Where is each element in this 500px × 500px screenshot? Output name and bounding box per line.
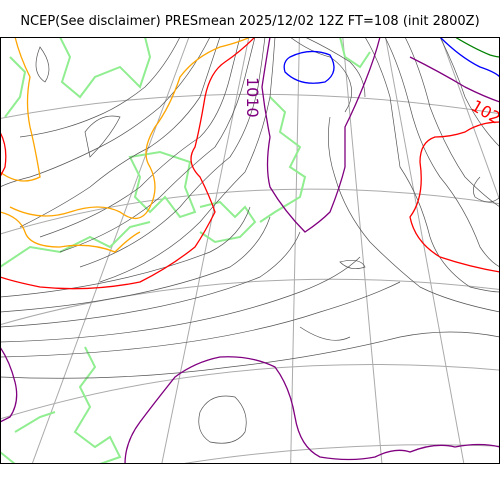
isobar <box>409 56 500 103</box>
longitude-line <box>161 37 250 464</box>
isobar <box>35 46 50 83</box>
coastline <box>73 346 122 464</box>
isobar <box>0 37 211 188</box>
latitude-line <box>0 93 500 120</box>
coastline <box>339 37 371 69</box>
isobar <box>99 37 276 283</box>
isobars-orange <box>0 37 251 253</box>
longitude-line <box>385 37 465 464</box>
longitude-line <box>31 37 190 464</box>
coastline <box>14 411 56 433</box>
isobar <box>339 260 366 269</box>
coastline <box>59 37 152 99</box>
isobar <box>0 346 18 423</box>
isobar <box>404 37 500 208</box>
graticule <box>0 37 500 464</box>
isobar <box>0 211 141 253</box>
longitude-line <box>342 37 383 464</box>
isobar <box>283 50 335 84</box>
isobar <box>9 37 251 219</box>
isobar <box>79 37 266 268</box>
isobar <box>19 37 221 228</box>
isobar <box>454 37 500 58</box>
isobar <box>19 37 181 138</box>
isobar <box>304 37 366 98</box>
isobar <box>0 331 500 379</box>
latitude-line <box>0 364 500 420</box>
isobars-blue <box>283 37 500 84</box>
map-title: NCEP(See disclaimer) PRESmean 2025/12/02… <box>20 14 480 29</box>
isobar <box>0 216 271 313</box>
coastline <box>199 200 257 244</box>
coastline <box>0 221 151 268</box>
isobars-purple <box>0 37 500 464</box>
isobar <box>364 37 500 293</box>
isobar <box>439 37 500 78</box>
coastlines <box>0 37 371 464</box>
latitude-line <box>0 188 500 235</box>
isobars-gray <box>0 37 500 444</box>
isobar <box>0 256 361 343</box>
isobar <box>0 37 256 290</box>
coastline <box>4 56 27 118</box>
isobar <box>299 326 351 341</box>
coastline <box>0 451 16 464</box>
longitude-line <box>440 37 500 203</box>
isobar <box>124 356 500 464</box>
pressure-map: 1010 102 <box>0 37 500 464</box>
isobar <box>0 281 401 358</box>
isobar <box>0 231 301 328</box>
isobar <box>84 115 121 158</box>
isobar <box>198 395 247 444</box>
isobars-green <box>454 37 500 58</box>
latitude-line <box>0 278 500 326</box>
isobar <box>439 37 500 148</box>
isobar <box>473 176 500 203</box>
isobar <box>0 206 251 298</box>
isobar <box>0 37 41 182</box>
coastline <box>128 150 197 219</box>
isobar <box>409 121 500 273</box>
isobar <box>59 37 256 253</box>
isobar <box>328 116 500 313</box>
longitude-line <box>290 37 300 464</box>
isobar <box>261 37 381 233</box>
isobar <box>289 37 352 113</box>
isobar <box>384 37 500 268</box>
map-frame: 1010 102 <box>0 37 500 464</box>
contour-label-1010: 1010 <box>243 77 262 118</box>
